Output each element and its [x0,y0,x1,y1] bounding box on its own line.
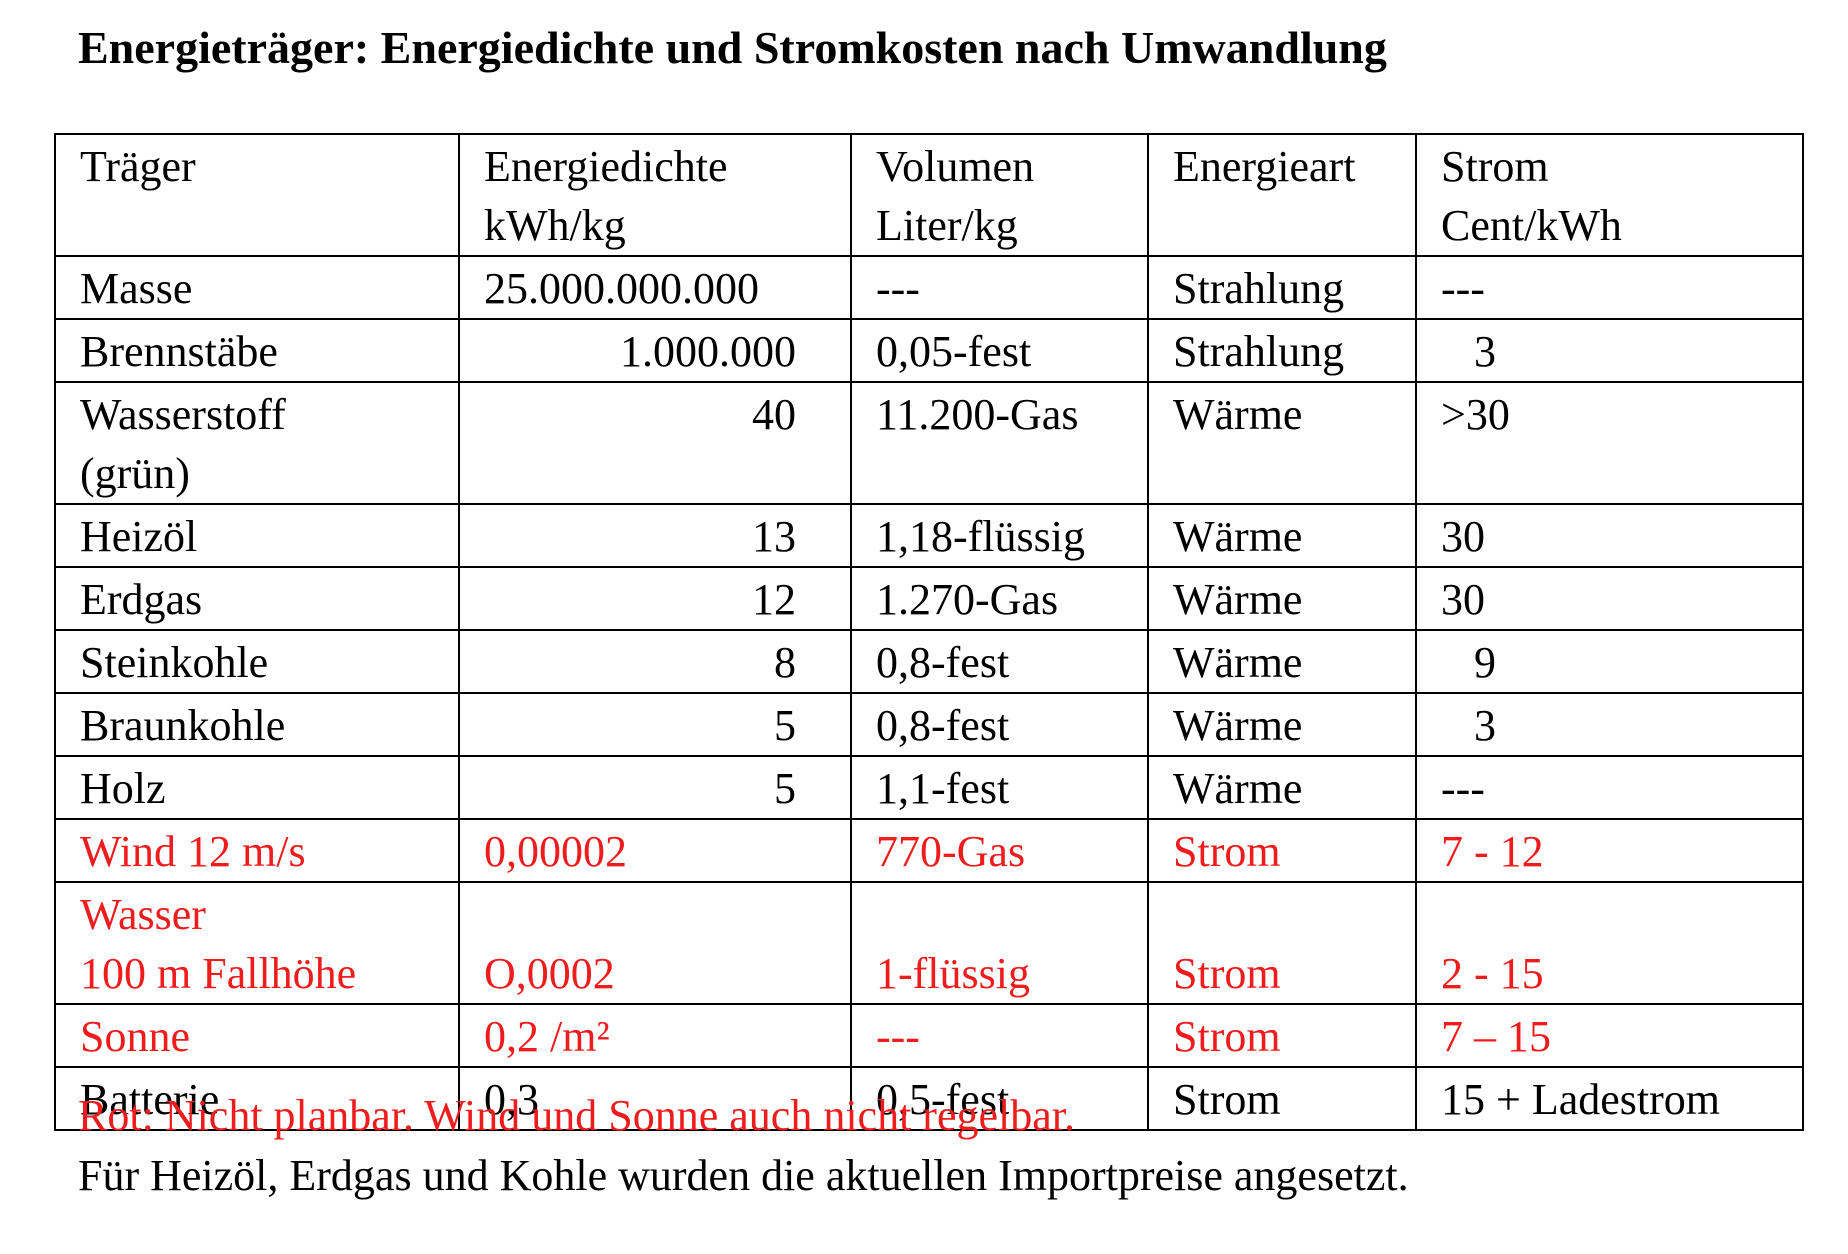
table-row-wind: Wind 12 m/s 0,00002 770-Gas Strom 7 - 12 [54,818,1804,883]
cell-energieart: Wärme [1147,381,1417,505]
cell-energieart: Wärme [1147,566,1417,631]
cell-energieart: Strahlung [1147,255,1417,320]
cell-energiedichte: 5 [458,755,852,820]
cell-energiedichte: 0,00002 [458,818,852,883]
cell-energiedichte: 8 [458,629,852,694]
cell-strom: --- [1415,755,1804,820]
table-row-heizoel: Heizöl 13 1,18-flüssig Wärme 30 [54,503,1804,568]
table-row-masse: Masse 25.000.000.000 --- Strahlung --- [54,255,1804,320]
header-volumen-line-1: Volumen [876,142,1035,191]
note-import-prices: Für Heizöl, Erdgas und Kohle wurden die … [78,1151,1409,1200]
cell-energieart: Wärme [1147,503,1417,568]
cell-strom: 15 + Ladestrom [1415,1066,1804,1131]
cell-volumen: 1,1-fest [850,755,1149,820]
table-row-holz: Holz 5 1,1-fest Wärme --- [54,755,1804,820]
table-row-brennstaebe: Brennstäbe 1.000.000 0,05-fest Strahlung… [54,318,1804,383]
cell-volumen: 0,8-fest [850,692,1149,757]
cell-strom: >30 [1415,381,1804,505]
cell-energiedichte: 12 [458,566,852,631]
table-row-braunkohle: Braunkohle 5 0,8-fest Wärme 3 [54,692,1804,757]
header-energiedichte-line-2: kWh/kg [484,201,626,250]
header-strom-line-2: Cent/kWh [1441,201,1622,250]
cell-traeger-line-1: Wasser [80,890,206,939]
header-traeger: Träger [54,133,460,257]
cell-strom: 3 [1415,692,1804,757]
table-row-wasser: Wasser 100 m Fallhöhe O,0002 1-flüssig S… [54,881,1804,1005]
cell-energiedichte: O,0002 [458,881,852,1005]
cell-volumen: 11.200-Gas [850,381,1149,505]
cell-strom: 3 [1415,318,1804,383]
cell-volumen: --- [850,255,1149,320]
cell-volumen: 0,05-fest [850,318,1149,383]
cell-strom: 2 - 15 [1415,881,1804,1005]
note-red: Rot: Nicht planbar. Wind und Sonne auch … [78,1091,1075,1140]
cell-volumen: 0,8-fest [850,629,1149,694]
cell-energiedichte: 1.000.000 [458,318,852,383]
cell-volumen: 770-Gas [850,818,1149,883]
page-title: Energieträger: Energiedichte und Stromko… [78,22,1387,73]
table-header-row: Träger Energiedichte kWh/kg Volumen Lite… [54,133,1804,257]
cell-energiedichte: 0,3 [458,1066,852,1131]
cell-volumen: 1,18-flüssig [850,503,1149,568]
cell-volumen: 1.270-Gas [850,566,1149,631]
cell-energiedichte: 0,2 /m² [458,1003,852,1068]
cell-volumen: 0,5-fest [850,1066,1149,1131]
header-energieart-line-1: Energieart [1173,142,1356,191]
cell-traeger: Wasser 100 m Fallhöhe [54,881,460,1005]
cell-traeger-line-1: Wasserstoff [80,390,286,439]
cell-strom: 30 [1415,503,1804,568]
cell-traeger: Masse [54,255,460,320]
cell-energiedichte: 40 [458,381,852,505]
header-traeger-line-1: Träger [80,142,196,191]
cell-energieart: Strom [1147,881,1417,1005]
cell-traeger: Wind 12 m/s [54,818,460,883]
cell-energieart: Strom [1147,1003,1417,1068]
cell-energieart: Strom [1147,818,1417,883]
cell-energieart: Wärme [1147,629,1417,694]
cell-traeger: Brennstäbe [54,318,460,383]
cell-energieart: Wärme [1147,692,1417,757]
cell-volumen: --- [850,1003,1149,1068]
header-strom-line-1: Strom [1441,142,1549,191]
cell-strom: 7 - 12 [1415,818,1804,883]
cell-energieart: Strahlung [1147,318,1417,383]
cell-traeger: Steinkohle [54,629,460,694]
header-strom: Strom Cent/kWh [1415,133,1804,257]
cell-traeger: Wasserstoff (grün) [54,381,460,505]
cell-strom: --- [1415,255,1804,320]
cell-traeger: Batterie [54,1066,460,1131]
cell-strom: 30 [1415,566,1804,631]
cell-traeger: Braunkohle [54,692,460,757]
cell-energiedichte: 25.000.000.000 [458,255,852,320]
cell-energieart: Strom [1147,1066,1417,1131]
table-row-steinkohle: Steinkohle 8 0,8-fest Wärme 9 [54,629,1804,694]
cell-traeger: Erdgas [54,566,460,631]
header-energiedichte: Energiedichte kWh/kg [458,133,852,257]
table-row-wasserstoff: Wasserstoff (grün) 40 11.200-Gas Wärme >… [54,381,1804,505]
cell-strom: 7 – 15 [1415,1003,1804,1068]
cell-strom: 9 [1415,629,1804,694]
table-row-sonne: Sonne 0,2 /m² --- Strom 7 – 15 [54,1003,1804,1068]
header-energiedichte-line-1: Energiedichte [484,142,728,191]
cell-traeger-line-2: 100 m Fallhöhe [80,949,357,998]
cell-energieart: Wärme [1147,755,1417,820]
header-energieart: Energieart [1147,133,1417,257]
cell-energiedichte: 5 [458,692,852,757]
energy-table: Träger Energiedichte kWh/kg Volumen Lite… [54,133,1804,1131]
cell-traeger-line-2: (grün) [80,449,190,498]
cell-traeger: Heizöl [54,503,460,568]
header-volumen-line-2: Liter/kg [876,201,1018,250]
cell-traeger: Sonne [54,1003,460,1068]
header-volumen: Volumen Liter/kg [850,133,1149,257]
table-row-batterie: Batterie 0,3 0,5-fest Strom 15 + Ladestr… [54,1066,1804,1131]
cell-volumen: 1-flüssig [850,881,1149,1005]
cell-energiedichte: 13 [458,503,852,568]
table-row-erdgas: Erdgas 12 1.270-Gas Wärme 30 [54,566,1804,631]
cell-traeger: Holz [54,755,460,820]
